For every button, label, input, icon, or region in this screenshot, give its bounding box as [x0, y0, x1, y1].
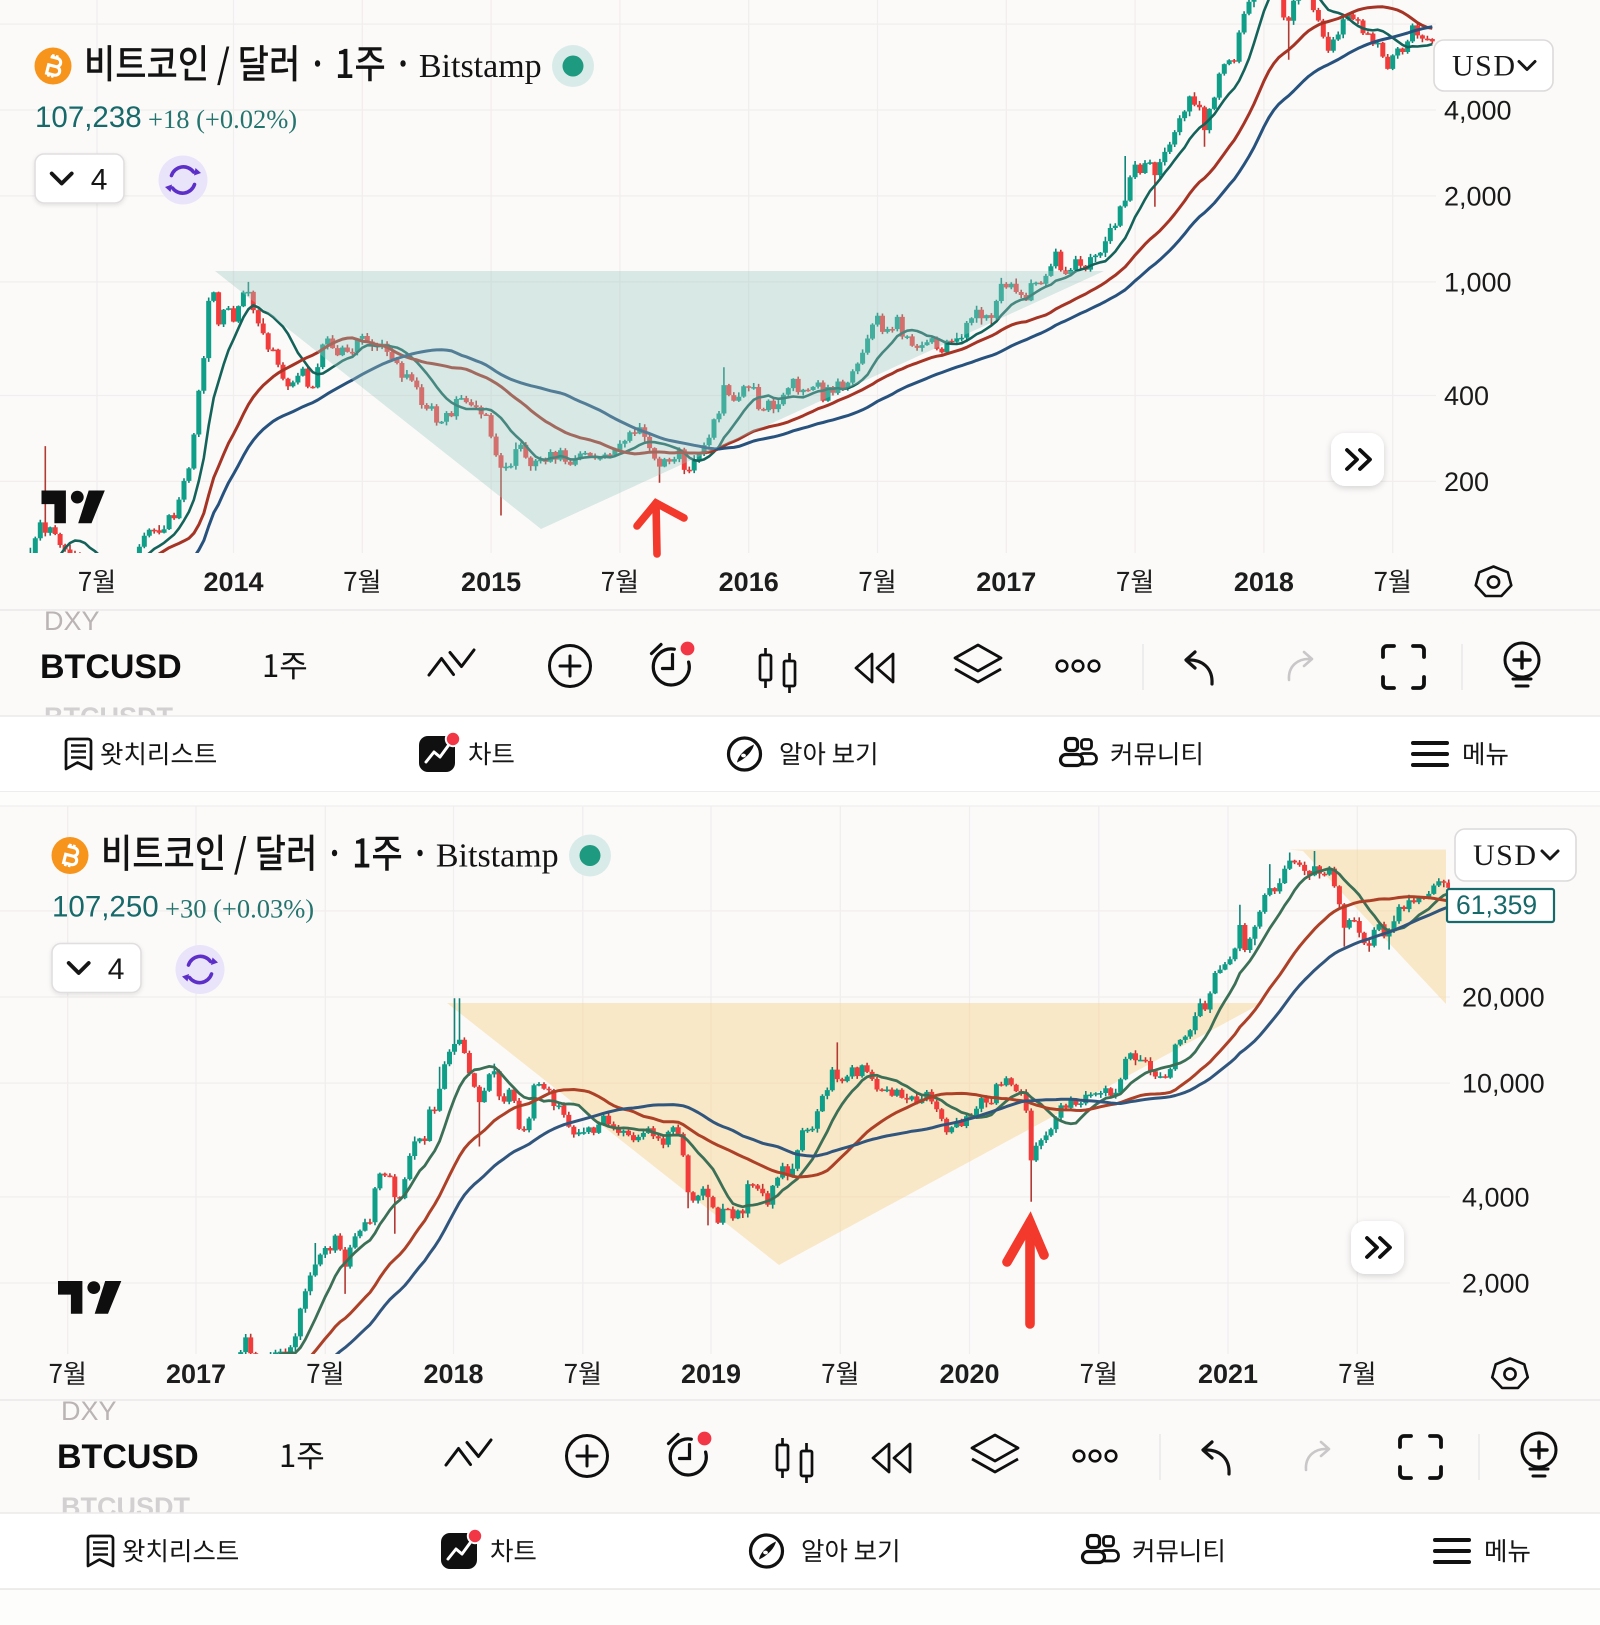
svg-text:4,000: 4,000 — [1444, 96, 1512, 126]
svg-text:USD: USD — [1452, 50, 1517, 83]
svg-text:Bitstamp: Bitstamp — [436, 838, 559, 875]
svg-text:2017: 2017 — [976, 567, 1036, 597]
svg-text:2,000: 2,000 — [1444, 181, 1512, 211]
svg-text:2016: 2016 — [719, 567, 779, 597]
svg-text:200: 200 — [1444, 467, 1489, 497]
svg-text:+30 (+0.03%): +30 (+0.03%) — [165, 894, 314, 924]
svg-text:61,359: 61,359 — [1456, 890, 1537, 920]
svg-text:107,238: 107,238 — [35, 101, 142, 134]
svg-text:2021: 2021 — [1198, 1359, 1258, 1389]
svg-text:BTCUSD: BTCUSD — [57, 1438, 199, 1476]
svg-text:2014: 2014 — [203, 567, 263, 597]
svg-text:4: 4 — [108, 953, 125, 986]
svg-text:20,000: 20,000 — [1462, 983, 1545, 1013]
svg-text:107,250: 107,250 — [52, 891, 159, 924]
svg-text:2019: 2019 — [681, 1359, 741, 1389]
svg-text:2018: 2018 — [1234, 567, 1294, 597]
svg-text:Bitstamp: Bitstamp — [419, 48, 542, 85]
svg-text:10,000: 10,000 — [1462, 1069, 1545, 1099]
svg-text:USD: USD — [1473, 839, 1538, 872]
svg-text:DXY: DXY — [44, 606, 100, 636]
svg-text:2017: 2017 — [166, 1359, 226, 1389]
svg-text:4: 4 — [91, 163, 108, 196]
svg-text:1,000: 1,000 — [1444, 267, 1512, 297]
svg-text:2018: 2018 — [423, 1359, 483, 1389]
svg-text:2015: 2015 — [461, 567, 521, 597]
svg-text:BTCUSD: BTCUSD — [40, 648, 182, 686]
svg-text:+18 (+0.02%): +18 (+0.02%) — [148, 104, 297, 134]
svg-text:2020: 2020 — [939, 1359, 999, 1389]
svg-text:4,000: 4,000 — [1462, 1182, 1530, 1212]
svg-text:DXY: DXY — [61, 1396, 117, 1426]
svg-text:2,000: 2,000 — [1462, 1269, 1530, 1299]
svg-text:400: 400 — [1444, 381, 1489, 411]
